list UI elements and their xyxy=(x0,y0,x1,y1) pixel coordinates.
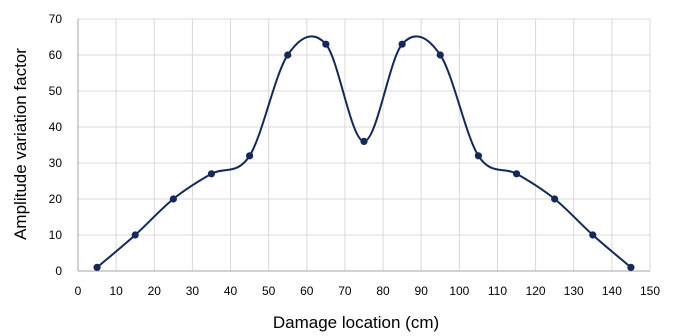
grid-lines xyxy=(78,19,650,271)
x-tick-label: 90 xyxy=(415,284,429,298)
x-tick-label: 80 xyxy=(376,284,390,298)
data-point xyxy=(246,152,253,159)
y-tick-label: 60 xyxy=(49,48,63,62)
y-tick-label: 50 xyxy=(49,84,63,98)
x-tick-label: 50 xyxy=(262,284,276,298)
y-tick-label: 70 xyxy=(49,12,63,26)
series-line xyxy=(97,36,631,267)
data-point xyxy=(322,41,329,48)
x-tick-label: 40 xyxy=(224,284,238,298)
data-point xyxy=(132,231,139,238)
y-tick-label: 40 xyxy=(49,120,63,134)
x-tick-label: 30 xyxy=(186,284,200,298)
x-tick-label: 60 xyxy=(300,284,314,298)
x-tick-label: 100 xyxy=(449,284,469,298)
x-tick-label: 20 xyxy=(148,284,162,298)
y-axis-label: Amplitude variation factor xyxy=(11,48,30,240)
x-tick-label: 120 xyxy=(526,284,546,298)
y-tick-labels: 0 10 20 30 40 50 60 70 xyxy=(49,12,63,278)
y-tick-label: 0 xyxy=(55,264,62,278)
data-point xyxy=(437,51,444,58)
y-tick-label: 20 xyxy=(49,192,63,206)
data-point xyxy=(284,51,291,58)
data-point xyxy=(589,231,596,238)
data-point xyxy=(170,195,177,202)
data-point xyxy=(399,41,406,48)
x-tick-label: 110 xyxy=(488,284,507,298)
data-point xyxy=(627,264,634,271)
x-tick-label: 130 xyxy=(564,284,584,298)
data-point xyxy=(475,152,482,159)
x-tick-label: 140 xyxy=(602,284,622,298)
x-tick-labels: 0 10 20 30 40 50 60 70 80 90 100 110 120 130 140 150 xyxy=(75,284,661,298)
x-tick-label: 150 xyxy=(640,284,660,298)
y-tick-label: 10 xyxy=(49,228,63,242)
data-point xyxy=(208,170,215,177)
data-point xyxy=(360,138,367,145)
data-point xyxy=(93,264,100,271)
x-tick-label: 10 xyxy=(109,284,123,298)
y-tick-label: 30 xyxy=(49,156,63,170)
axes xyxy=(78,19,650,271)
data-point xyxy=(513,170,520,177)
x-tick-label: 70 xyxy=(338,284,352,298)
data-point xyxy=(551,195,558,202)
x-axis-label: Damage location (cm) xyxy=(273,313,439,332)
series-group xyxy=(93,36,634,271)
x-tick-label: 0 xyxy=(75,284,82,298)
